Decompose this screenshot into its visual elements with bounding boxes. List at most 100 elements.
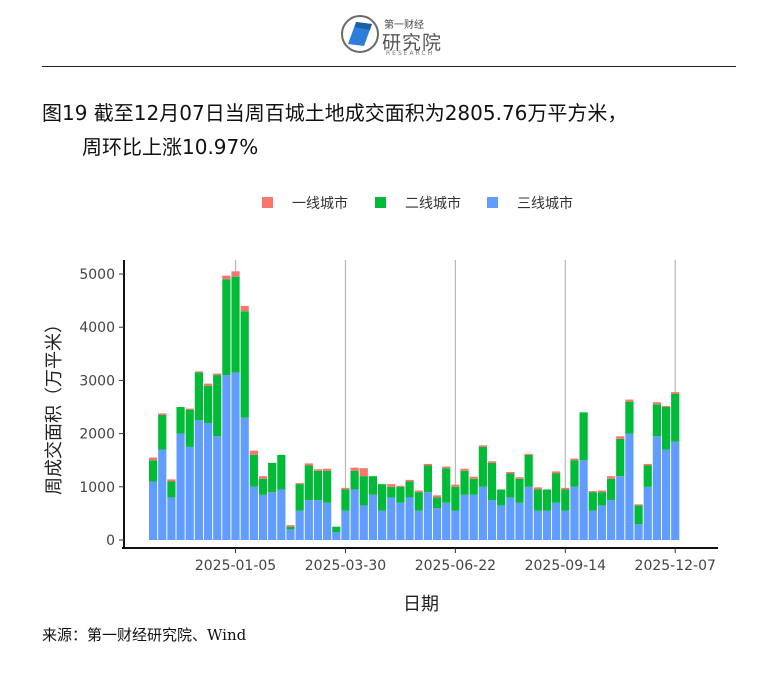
figure-title-line1: 图19 截至12月07日当周百城土地成交面积为2805.76万平方米， xyxy=(42,101,628,125)
bar-tier1 xyxy=(231,271,240,277)
bar-tier3 xyxy=(359,505,368,540)
bar-tier3 xyxy=(533,510,542,540)
bar-tier3 xyxy=(203,422,213,540)
bar-tier3 xyxy=(515,502,524,540)
y-tick-label: 5000 xyxy=(79,267,115,283)
bar-tier3 xyxy=(451,510,460,540)
bar-tier2 xyxy=(414,492,423,511)
legend-swatch-tier2 xyxy=(375,197,386,208)
bar-tier2 xyxy=(378,484,387,511)
bar-tier1 xyxy=(387,484,396,487)
bar-tier3 xyxy=(552,502,561,540)
bar-tier3 xyxy=(652,436,661,540)
bar-tier3 xyxy=(240,417,249,540)
bar-tier2 xyxy=(552,473,561,503)
bar-tier1 xyxy=(185,408,194,410)
bar-tier2 xyxy=(295,484,304,511)
bar-tier1 xyxy=(432,495,442,498)
y-tick-label: 1000 xyxy=(79,480,115,496)
bar-tier3 xyxy=(249,486,258,540)
bar-tier1 xyxy=(607,476,616,479)
bar-tier1 xyxy=(442,466,451,469)
bar-tier1 xyxy=(597,490,607,493)
bar-tier1 xyxy=(451,484,460,487)
bar-tier3 xyxy=(469,494,478,540)
bar-tier1 xyxy=(643,463,652,466)
bar-tier3 xyxy=(478,486,487,540)
bar-tier3 xyxy=(570,486,579,540)
bar-tier1 xyxy=(487,461,497,463)
bar-tier2 xyxy=(588,492,597,511)
bar-tier2 xyxy=(451,486,460,511)
bar-tier3 xyxy=(561,510,570,540)
bars xyxy=(149,271,680,540)
land-area-stacked-bar-chart: 一线城市 二线城市 三线城市 0 1000 2000 3000 4000 5000 2025-01… xyxy=(44,195,718,615)
bar-tier2 xyxy=(478,446,487,487)
bar-tier3 xyxy=(368,494,378,540)
y-axis-title: 周成交面积（万平米） xyxy=(44,315,65,495)
bar-tier2 xyxy=(469,478,478,495)
bar-tier3 xyxy=(423,492,432,540)
logo-en-text: RESEARCH xyxy=(386,50,435,57)
bar-tier2 xyxy=(506,473,515,498)
bar-tier2 xyxy=(231,276,240,373)
bar-tier2 xyxy=(423,465,432,493)
bar-tier1 xyxy=(359,468,368,477)
bar-tier2 xyxy=(258,478,268,495)
bar-tier2 xyxy=(661,407,671,450)
bar-tier3 xyxy=(387,497,396,540)
bar-tier1 xyxy=(240,305,249,312)
y-tick-label: 0 xyxy=(106,533,115,549)
x-tick-label: 2025-12-07 xyxy=(635,558,716,574)
bar-tier3 xyxy=(661,449,671,540)
bar-tier1 xyxy=(588,491,597,493)
bar-tier3 xyxy=(643,486,652,540)
x-tick-label: 2025-06-22 xyxy=(415,558,496,574)
bar-tier2 xyxy=(405,481,414,498)
bar-tier2 xyxy=(616,438,625,477)
bar-tier2 xyxy=(359,476,368,506)
bar-tier2 xyxy=(533,489,542,511)
bar-tier1 xyxy=(634,504,643,506)
bar-tier3 xyxy=(185,446,194,540)
bar-tier3 xyxy=(149,481,158,540)
bar-tier2 xyxy=(304,465,313,501)
bar-tier3 xyxy=(579,460,588,540)
bar-tier1 xyxy=(515,477,524,479)
bar-tier2 xyxy=(323,470,332,503)
bar-tier1 xyxy=(652,402,661,405)
bar-tier1 xyxy=(570,458,579,461)
bar-tier1 xyxy=(194,371,203,373)
bar-tier3 xyxy=(295,510,304,540)
bar-tier1 xyxy=(561,487,570,490)
bar-tier1 xyxy=(222,275,231,280)
bar-tier1 xyxy=(478,445,487,447)
bar-tier2 xyxy=(249,454,258,487)
bar-tier3 xyxy=(414,510,423,540)
logo-big-text: 研究院 xyxy=(382,32,443,54)
bar-tier1 xyxy=(460,468,469,471)
bar-tier2 xyxy=(542,489,552,511)
bar-tier2 xyxy=(607,478,616,501)
bar-tier2 xyxy=(487,462,497,501)
bar-tier1 xyxy=(661,405,671,407)
bar-tier3 xyxy=(350,489,359,540)
bar-tier2 xyxy=(213,375,222,437)
bar-tier1 xyxy=(323,468,332,471)
bar-tier2 xyxy=(634,505,643,525)
bar-tier3 xyxy=(405,497,414,540)
bar-tier2 xyxy=(396,486,405,503)
bar-tier3 xyxy=(588,510,597,540)
bar-tier3 xyxy=(341,510,350,540)
y-tick-label: 3000 xyxy=(79,373,115,389)
bar-tier2 xyxy=(460,470,469,495)
bar-tier3 xyxy=(378,510,387,540)
bar-tier3 xyxy=(332,532,341,540)
y-tick-label: 2000 xyxy=(79,427,115,443)
legend-swatch-tier3 xyxy=(487,197,498,208)
bar-tier3 xyxy=(634,524,643,540)
x-tick-label: 2025-01-05 xyxy=(195,558,276,574)
bar-tier2 xyxy=(671,393,680,442)
bar-tier2 xyxy=(432,497,442,509)
bar-tier2 xyxy=(313,470,323,501)
